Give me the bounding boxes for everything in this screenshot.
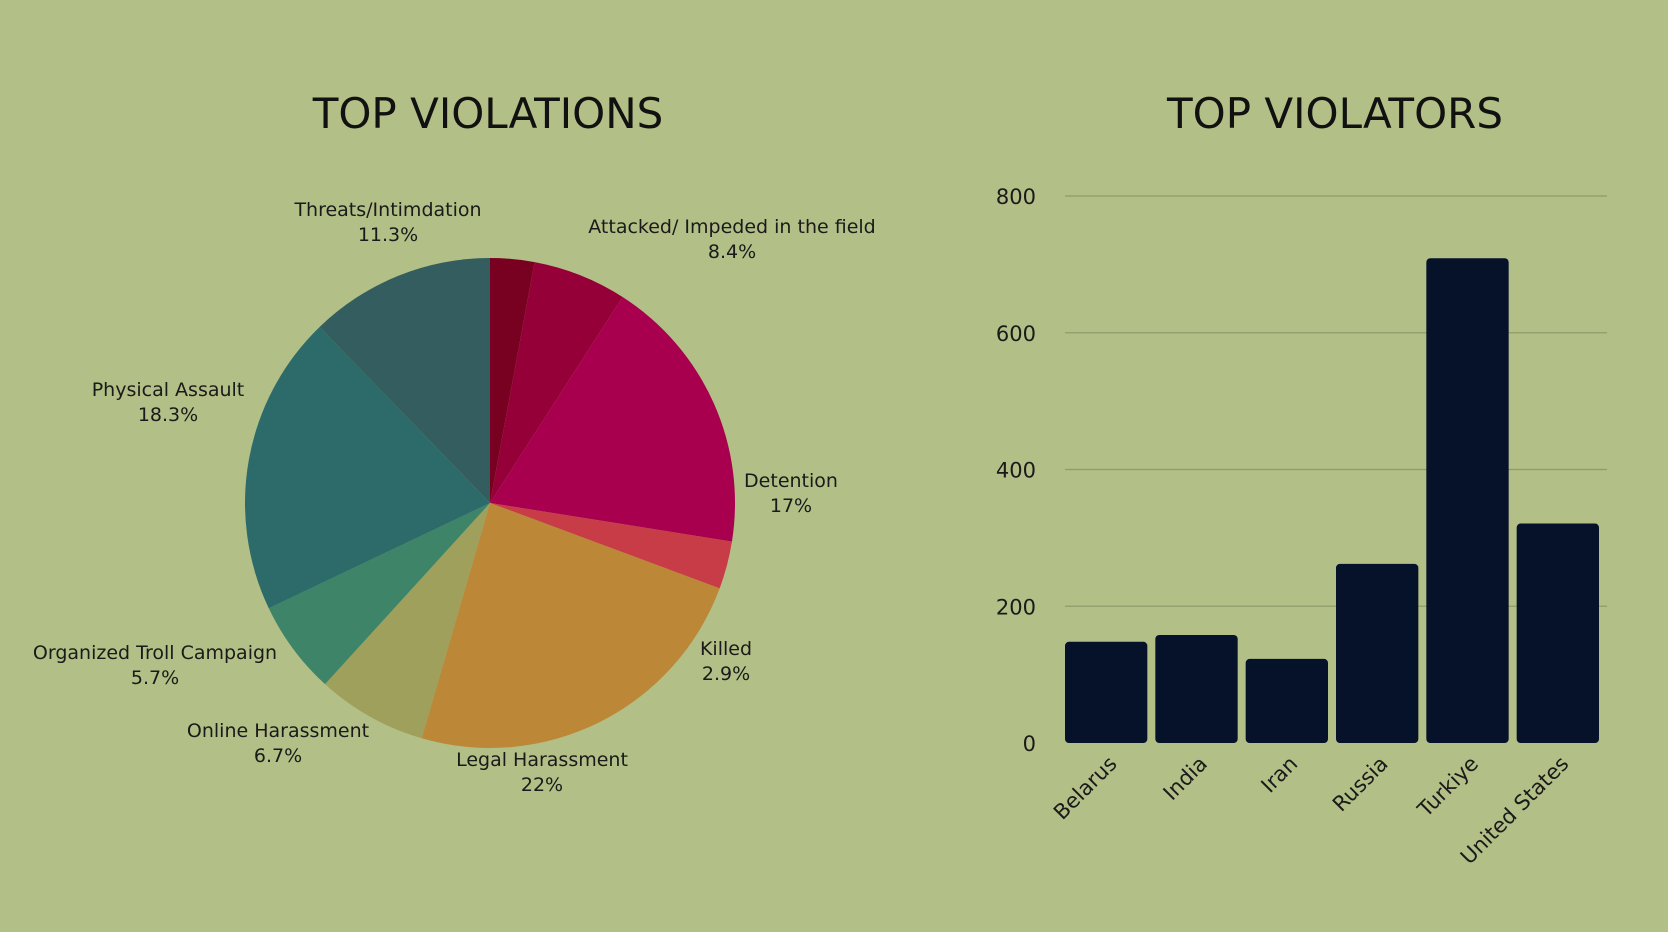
- x-tick-india: India: [1159, 752, 1212, 805]
- bar-turkiye: [1426, 258, 1509, 743]
- pie-slice-physical-assault: [244, 326, 490, 609]
- pie-label-legal-harassment: Legal Harassment: [456, 749, 628, 771]
- bar-chart: [1065, 258, 1599, 743]
- pie-label-attacked-impeded-in-the-field: Attacked/ Impeded in the field: [588, 216, 875, 238]
- pie-label-detention: Detention: [744, 470, 838, 492]
- pie-label-online-harassment: Online Harassment: [187, 720, 369, 742]
- pie-slice-detention: [490, 296, 735, 542]
- pie-value-online-harassment: 6.7%: [254, 745, 302, 767]
- pie-value-detention: 17%: [770, 495, 812, 517]
- x-tick-iran: Iran: [1256, 752, 1302, 798]
- pie-value-attacked-impeded-in-the-field: 8.4%: [708, 241, 756, 263]
- x-tick-belarus: Belarus: [1049, 752, 1122, 825]
- pie-chart: [244, 258, 735, 748]
- pie-value-organized-troll-campaign: 5.7%: [131, 667, 179, 689]
- x-tick-russia: Russia: [1328, 752, 1393, 817]
- y-tick-400: 400: [996, 459, 1036, 483]
- bar-united-states: [1516, 523, 1599, 743]
- bar-y-axis: 0 200 400 600 800: [996, 185, 1036, 756]
- y-tick-800: 800: [996, 185, 1036, 209]
- bar-chart-title: TOP VIOLATORS: [1166, 89, 1503, 138]
- pie-slice-online-harassment: [325, 503, 490, 739]
- bar-russia: [1336, 563, 1419, 743]
- pie-value-physical-assault: 18.3%: [138, 404, 198, 426]
- pie-labels: Attacked/ Impeded in the field 8.4% Detent…: [33, 199, 876, 796]
- pie-slice-organized-troll-campaign: [268, 503, 490, 685]
- pie-value-killed: 2.9%: [702, 663, 750, 685]
- pie-slice-threats-intimdation: [319, 258, 490, 503]
- pie-slice-attacked-impeded-in-the-field-part: [490, 262, 623, 503]
- bar-belarus: [1065, 641, 1148, 743]
- y-tick-600: 600: [996, 322, 1036, 346]
- pie-label-physical-assault: Physical Assault: [92, 379, 245, 401]
- x-tick-turkiye: Turkiye: [1412, 752, 1483, 823]
- pie-slice-attacked-impeded-in-the-field: [490, 258, 535, 503]
- pie-slice-legal-harassment: [421, 503, 720, 748]
- bar-iran: [1245, 658, 1328, 743]
- y-tick-0: 0: [1023, 732, 1036, 756]
- y-tick-200: 200: [996, 595, 1036, 619]
- pie-slice-killed: [490, 503, 732, 589]
- pie-label-threats-intimdation: Threats/Intimdation: [293, 199, 481, 221]
- pie-value-legal-harassment: 22%: [521, 774, 563, 796]
- pie-chart-title: TOP VIOLATIONS: [312, 89, 664, 138]
- pie-label-organized-troll-campaign: Organized Troll Campaign: [33, 642, 277, 664]
- pie-label-killed: Killed: [700, 638, 752, 660]
- bar-india: [1155, 634, 1238, 743]
- pie-value-threats-intimdation: 11.3%: [358, 224, 418, 246]
